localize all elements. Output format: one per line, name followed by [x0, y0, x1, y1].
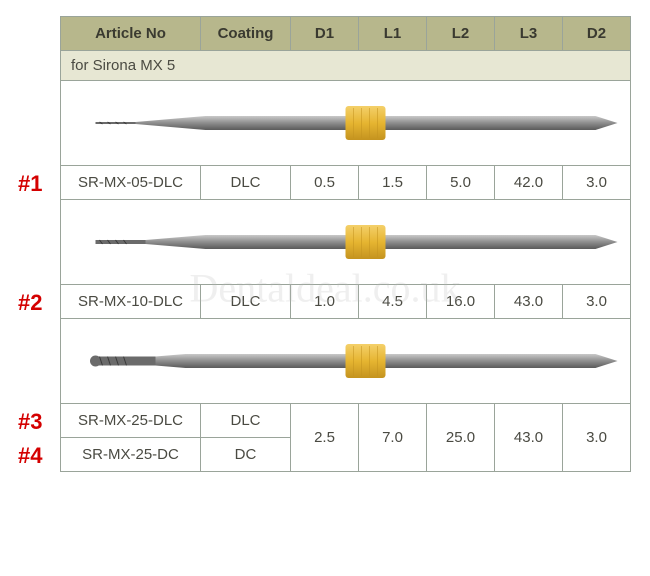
cell-l2: 25.0 — [427, 404, 495, 472]
section-row: for Sirona MX 5 — [61, 51, 631, 81]
cell-d1: 0.5 — [291, 166, 359, 200]
cell-coating: DLC — [201, 285, 291, 319]
col-header: L1 — [359, 17, 427, 51]
cell-coating: DC — [201, 438, 291, 472]
table-row: SR-MX-05-DLCDLC0.51.55.042.03.0 — [61, 166, 631, 200]
bur-illustration — [61, 319, 630, 403]
col-header: D2 — [563, 17, 631, 51]
cell-d1: 1.0 — [291, 285, 359, 319]
cell-l1: 7.0 — [359, 404, 427, 472]
bur-image-row — [61, 200, 631, 285]
spec-table: Article NoCoatingD1L1L2L3D2 for Sirona M… — [60, 16, 631, 472]
bur-illustration — [61, 81, 630, 165]
row-marker: #2 — [18, 290, 42, 316]
cell-d2: 3.0 — [563, 404, 631, 472]
cell-article: SR-MX-10-DLC — [61, 285, 201, 319]
cell-coating: DLC — [201, 166, 291, 200]
bur-image-row — [61, 81, 631, 166]
cell-l1: 4.5 — [359, 285, 427, 319]
cell-d1: 2.5 — [291, 404, 359, 472]
row-marker: #4 — [18, 443, 42, 469]
cell-article: SR-MX-25-DC — [61, 438, 201, 472]
cell-article: SR-MX-25-DLC — [61, 404, 201, 438]
cell-d2: 3.0 — [563, 285, 631, 319]
row-marker: #3 — [18, 409, 42, 435]
bur-illustration — [61, 200, 630, 284]
cell-coating: DLC — [201, 404, 291, 438]
col-header: Coating — [201, 17, 291, 51]
col-header: L3 — [495, 17, 563, 51]
table-row: SR-MX-25-DLCDLC2.57.025.043.03.0 — [61, 404, 631, 438]
cell-l3: 43.0 — [495, 404, 563, 472]
col-header: D1 — [291, 17, 359, 51]
cell-l2: 16.0 — [427, 285, 495, 319]
col-header: Article No — [61, 17, 201, 51]
cell-l3: 43.0 — [495, 285, 563, 319]
cell-l1: 1.5 — [359, 166, 427, 200]
row-marker: #1 — [18, 171, 42, 197]
cell-article: SR-MX-05-DLC — [61, 166, 201, 200]
table-row: SR-MX-10-DLCDLC1.04.516.043.03.0 — [61, 285, 631, 319]
cell-l3: 42.0 — [495, 166, 563, 200]
col-header: L2 — [427, 17, 495, 51]
cell-d2: 3.0 — [563, 166, 631, 200]
bur-image-row — [61, 319, 631, 404]
cell-l2: 5.0 — [427, 166, 495, 200]
section-label: for Sirona MX 5 — [61, 51, 631, 81]
table-header-row: Article NoCoatingD1L1L2L3D2 — [61, 17, 631, 51]
